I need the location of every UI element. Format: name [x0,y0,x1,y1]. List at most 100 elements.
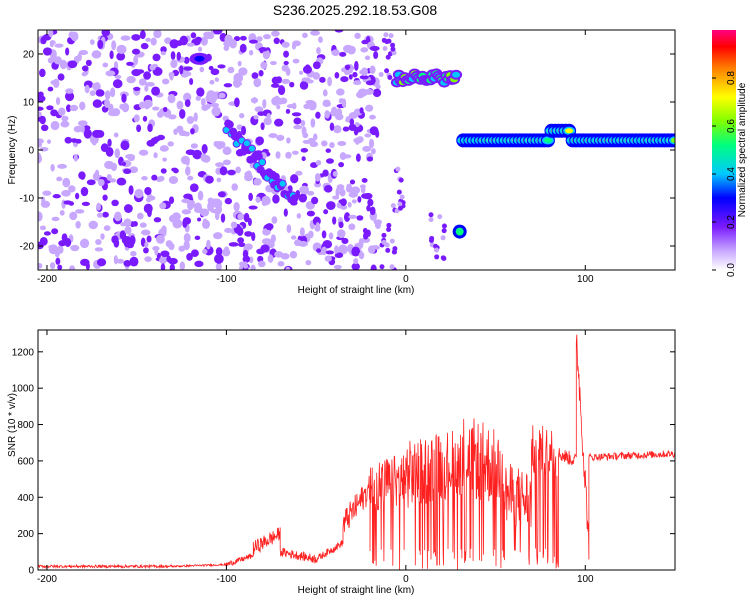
noise-speckle [338,161,345,168]
noise-speckle [39,115,46,125]
snr-xtick-label: -100 [216,574,236,585]
noise-speckle [386,227,392,233]
noise-speckle [327,76,332,87]
noise-speckle [161,225,167,236]
noise-speckle [324,255,332,262]
spectrogram-ytick-label: 10 [23,98,35,109]
spectrogram-ytick-label: 20 [23,50,35,61]
noise-speckle [167,141,174,147]
noise-speckle [195,95,202,101]
noise-speckle [291,150,299,155]
noise-speckle [217,64,226,69]
spectrogram-xtick-label: 0 [403,274,409,285]
noise-speckle [338,98,345,104]
noise-speckle [321,230,327,239]
noise-speckle [233,72,244,83]
noise-speckle [334,30,344,33]
noise-speckle [289,250,298,259]
noise-speckle [38,138,44,144]
descending-track-core [223,127,230,134]
noise-speckle [369,206,376,216]
spectrogram-heatmap [38,30,675,270]
noise-speckle [124,226,132,235]
colorbar-ticks: 0.0 0.2 0.4 0.6 0.8 [712,71,737,277]
noise-speckle [360,185,366,194]
noise-speckle [310,162,318,169]
noise-speckle [398,177,404,183]
noise-speckle [273,37,280,45]
noise-speckle [335,113,344,121]
noise-speckle [331,106,338,116]
noise-speckle [143,247,149,254]
noise-speckle [214,253,224,264]
noise-speckle [38,153,42,163]
noise-speckle [116,177,127,186]
noise-speckle [92,129,102,138]
noise-speckle [353,258,359,265]
noise-speckle [133,55,139,66]
noise-speckle [269,61,277,66]
noise-speckle [188,202,196,208]
noise-speckle [270,83,280,88]
noise-speckle [38,111,42,118]
noise-speckle [38,95,46,103]
noise-speckle [238,242,246,248]
descending-track-halo [290,194,299,203]
noise-speckle [51,228,59,235]
noise-speckle [162,157,167,162]
noise-speckle [69,265,76,270]
noise-speckle [119,103,125,110]
noise-speckle [186,252,193,261]
noise-speckle [102,194,108,201]
noise-speckle [152,246,160,251]
noise-speckle [267,254,274,263]
noise-speckle [369,65,376,74]
noise-speckle [366,156,374,162]
noise-speckle [292,42,297,50]
noise-speckle [123,168,132,175]
noise-speckle [302,132,309,139]
noise-speckle [206,239,211,250]
noise-speckle [75,220,81,229]
noise-speckle [250,97,259,104]
noise-speckle [185,166,191,176]
spectrogram-xtick-label: -100 [216,274,236,285]
noise-speckle [374,221,381,230]
noise-speckle [387,75,393,81]
noise-speckle [38,211,43,222]
noise-speckle [111,199,119,207]
noise-speckle [366,205,371,212]
noise-speckle [328,232,334,240]
noise-speckle [390,42,396,48]
noise-speckle [80,258,90,267]
noise-speckle [250,264,256,270]
noise-speckle [281,78,291,84]
noise-speckle [285,266,291,270]
noise-speckle [42,47,52,56]
noise-speckle [201,104,209,111]
noise-speckle [237,60,242,67]
noise-speckle [265,223,274,231]
colorbar-gradient [712,30,736,270]
noise-speckle [354,60,359,71]
noise-speckle [239,43,247,53]
noise-speckle [318,36,323,44]
noise-speckle [224,227,233,233]
noise-speckle [94,169,100,178]
noise-speckle [47,57,55,64]
noise-speckle [57,107,66,116]
noise-speckle [104,98,110,108]
noise-speckle [109,50,114,60]
noise-speckle [334,72,340,79]
noise-speckle [102,62,109,68]
noise-speckle [168,257,178,265]
noise-speckle [258,47,269,52]
noise-speckle [241,125,247,136]
noise-speckle [58,240,67,247]
noise-speckle [179,108,186,119]
noise-speckle [189,183,199,192]
noise-speckle [257,260,266,268]
noise-speckle [437,214,443,220]
